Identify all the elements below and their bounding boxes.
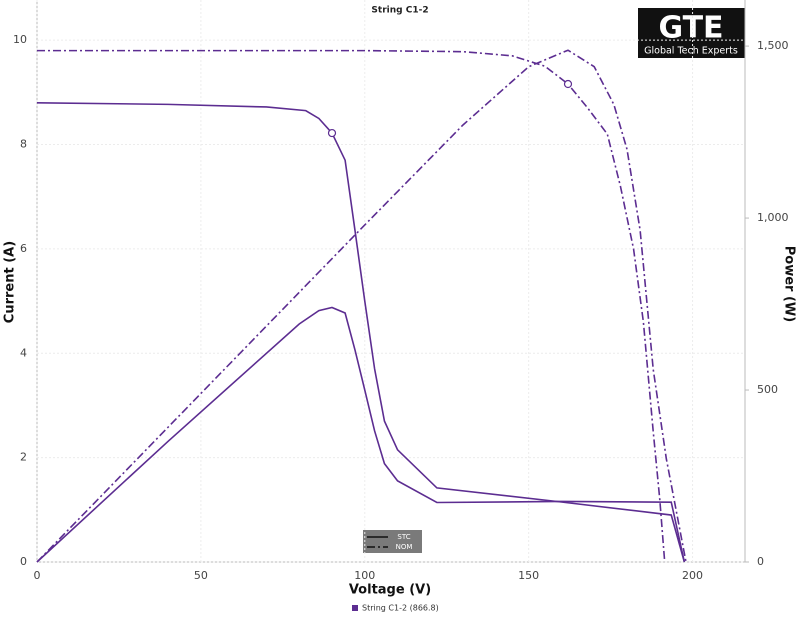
- y-tick-label: 0: [20, 555, 27, 568]
- legend-label: STC: [397, 533, 410, 541]
- y-tick-label: 2: [20, 451, 27, 464]
- x-axis-title: Voltage (V): [349, 583, 431, 598]
- y2-tick-label: 1,000: [757, 211, 789, 224]
- series-line: [36, 101, 686, 563]
- legend-label: String C1-2 (866.8): [362, 604, 439, 613]
- x-tick-label: 100: [354, 569, 375, 582]
- style-legend: STC NOM: [363, 530, 422, 553]
- y2-tick-label: 0: [757, 555, 764, 568]
- logo-box: [638, 8, 745, 58]
- y2-axis-title: Power (W): [782, 246, 797, 322]
- chart-title: String C1-2: [371, 6, 428, 16]
- series-line: [36, 306, 686, 563]
- legend-swatch: [352, 605, 358, 611]
- logo-title: GTE: [658, 11, 723, 46]
- y2-tick-label: 500: [757, 383, 778, 396]
- y2-tick-label: 1,500: [757, 39, 789, 52]
- x-tick-label: 50: [194, 569, 208, 582]
- series-line: [37, 49, 666, 563]
- y-tick-label: 6: [20, 242, 27, 255]
- x-tick-label: 150: [518, 569, 539, 582]
- y-tick-label: 4: [20, 346, 27, 359]
- mpp-point: [563, 79, 573, 89]
- x-tick-label: 200: [682, 569, 703, 582]
- legend-box: [363, 530, 422, 553]
- y-axis-title: Current (A): [3, 241, 18, 323]
- legend-label: NOM: [396, 543, 413, 551]
- series-line: [36, 49, 687, 563]
- x-tick-label: 0: [34, 569, 41, 582]
- y-tick-label: 8: [20, 138, 27, 151]
- series-legend: String C1-2 (866.8): [352, 604, 439, 613]
- logo: GTE Global Tech Experts: [638, 8, 745, 58]
- logo-subtitle: Global Tech Experts: [644, 46, 738, 57]
- mpp-point: [327, 128, 337, 138]
- y-tick-label: 10: [13, 33, 27, 46]
